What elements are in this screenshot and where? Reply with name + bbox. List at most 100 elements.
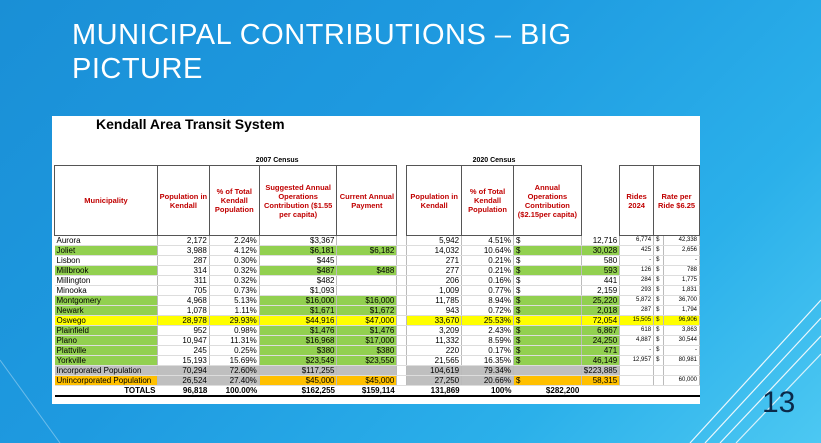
pct-2007-cell: 0.30%	[209, 255, 260, 266]
totals-label: TOTALS	[54, 385, 158, 397]
municipality-cell: Plattville	[54, 345, 158, 356]
pop-2007-cell: 245	[157, 345, 210, 356]
dollar-cell: $	[513, 285, 582, 296]
current-cell: $16,000	[336, 295, 398, 306]
header-current: Current Annual Payment	[336, 165, 398, 236]
current-cell	[336, 235, 398, 246]
municipality-cell: Millbrook	[54, 265, 158, 276]
spreadsheet-image: Kendall Area Transit System 2007 Census …	[52, 116, 700, 404]
pop-2007-cell: 10,947	[157, 335, 210, 346]
pop-2020-cell: 1,009	[406, 285, 463, 296]
rides-cell: 12,957	[619, 355, 655, 366]
annual-2020-cell: 580	[581, 255, 621, 266]
municipality-cell: Incorporated Population	[54, 365, 158, 376]
municipality-cell: Montgomery	[54, 295, 158, 306]
spacer	[396, 305, 408, 316]
table-row: Aurora 2,172 2.24% $3,367 5,942 4.51% $12,716 6…	[54, 235, 700, 246]
rate-cell: 60,000	[663, 375, 700, 386]
rate-dollar-cell	[653, 375, 665, 386]
header-pop-2007: Population in Kendall	[156, 165, 210, 236]
municipality-cell: Lisbon	[54, 255, 158, 266]
pop-2007-cell: 2,172	[157, 235, 210, 246]
suggested-cell: $1,476	[259, 325, 338, 336]
suggested-cell: $1,671	[259, 305, 338, 316]
pct-2007-cell: 0.73%	[209, 285, 260, 296]
spacer	[396, 245, 408, 256]
rides-cell	[619, 365, 655, 376]
spacer	[396, 295, 408, 306]
pct-2020-cell: 16.35%	[461, 355, 514, 366]
rides-cell: 6,774	[619, 235, 655, 246]
spacer	[396, 335, 408, 346]
municipality-cell: Yorkville	[54, 355, 158, 366]
current-cell: $47,000	[336, 315, 398, 326]
spacer	[396, 365, 408, 376]
header-rides: Rides 2024	[619, 165, 655, 236]
rate-dollar-cell: $	[653, 355, 665, 366]
totals-pop-2007: 96,818	[157, 385, 210, 397]
pct-2007-cell: 0.32%	[209, 275, 260, 286]
table-row: Plano 10,947 11.31% $16,968 $17,000 11,332 8.5…	[54, 335, 700, 346]
totals-suggested: $162,255	[259, 385, 337, 397]
annual-2020-cell: 2,159	[581, 285, 621, 296]
annual-2020-cell: 30,028	[581, 245, 621, 256]
rate-dollar-cell: $	[653, 255, 665, 266]
slide-title: MUNICIPAL CONTRIBUTIONS – BIG PICTURE	[72, 19, 572, 85]
header-pct-2020: % of Total Kendall Population	[461, 165, 514, 236]
suggested-cell: $487	[259, 265, 338, 276]
rate-dollar-cell: $	[653, 315, 665, 326]
current-cell: $6,182	[336, 245, 398, 256]
pop-2020-cell: 33,670	[406, 315, 463, 326]
dollar-cell: $	[513, 335, 582, 346]
table-title: Kendall Area Transit System	[96, 116, 285, 132]
pct-2020-cell: 8.59%	[461, 335, 514, 346]
pct-2020-cell: 4.51%	[461, 235, 514, 246]
pct-2020-cell: 10.64%	[461, 245, 514, 256]
rate-dollar-cell: $	[653, 275, 665, 286]
suggested-cell: $445	[259, 255, 338, 266]
current-cell	[336, 275, 398, 286]
rate-cell: 96,906	[663, 315, 700, 326]
dollar-cell: $	[513, 315, 582, 326]
dollar-cell	[513, 365, 582, 376]
pct-2007-cell: 4.12%	[209, 245, 260, 256]
table-row: Incorporated Population 70,294 72.60% $117,…	[54, 365, 700, 376]
rides-cell: 4,887	[619, 335, 655, 346]
totals-pct-2020: 100%	[461, 385, 514, 397]
annual-2020-cell: 6,867	[581, 325, 621, 336]
pct-2007-cell: 72.60%	[209, 365, 260, 376]
rides-cell: 618	[619, 325, 655, 336]
header-rate: Rate per Ride $6.25	[653, 165, 700, 236]
header-municipality: Municipality	[54, 165, 158, 236]
rate-cell: 1,794	[663, 305, 700, 316]
rate-dollar-cell: $	[653, 305, 665, 316]
suggested-cell: $44,916	[259, 315, 338, 326]
census-2020-label: 2020 Census	[472, 157, 516, 164]
rides-cell	[619, 375, 655, 386]
spacer	[396, 355, 408, 366]
rate-cell: 42,338	[663, 235, 700, 246]
rate-dollar-cell: $	[653, 295, 665, 306]
annual-2020-cell: 2,018	[581, 305, 621, 316]
rides-cell: -	[619, 255, 655, 266]
municipality-cell: Joliet	[54, 245, 158, 256]
dollar-cell: $	[513, 355, 582, 366]
pct-2020-cell: 2.43%	[461, 325, 514, 336]
dollar-cell: $	[513, 235, 582, 246]
pct-2020-cell: 25.53%	[461, 315, 514, 326]
rate-dollar-cell: $	[653, 285, 665, 296]
annual-2020-cell: 24,250	[581, 335, 621, 346]
pct-2007-cell: 0.98%	[209, 325, 260, 336]
pop-2020-cell: 271	[406, 255, 463, 266]
current-cell	[336, 365, 398, 376]
annual-2020-cell: 72,054	[581, 315, 621, 326]
table-row: Yorkville 15,193 15.69% $23,549 $23,550 21,56…	[54, 355, 700, 366]
rides-cell: 293	[619, 285, 655, 296]
rides-cell: 425	[619, 245, 655, 256]
header-pct-2007: % of Total Kendall Population	[208, 165, 260, 236]
pop-2007-cell: 952	[157, 325, 210, 336]
rate-dollar-cell: $	[653, 325, 665, 336]
totals-current: $159,114	[336, 385, 397, 397]
rate-cell: -	[663, 255, 700, 266]
pop-2007-cell: 70,294	[157, 365, 210, 376]
